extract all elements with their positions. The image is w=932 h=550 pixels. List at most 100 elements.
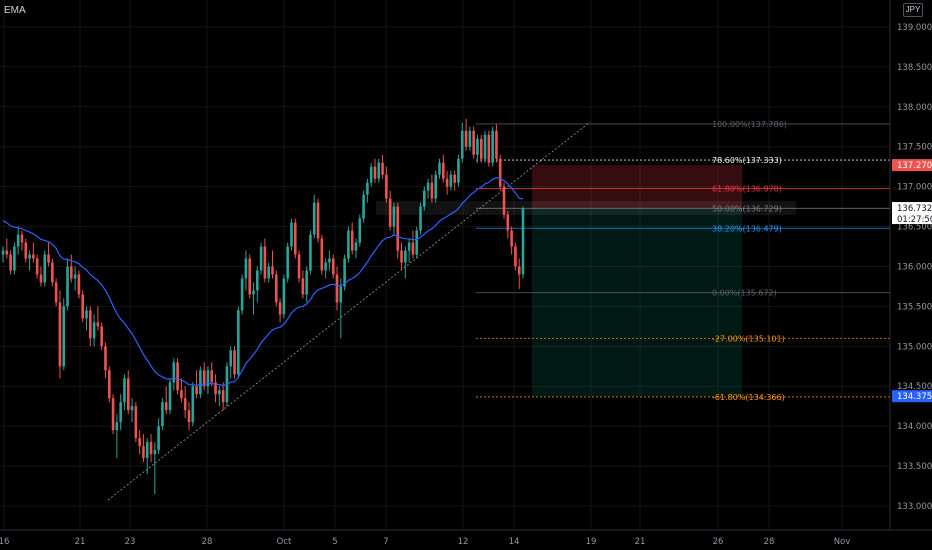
candle-body <box>328 258 331 263</box>
indicator-legend-label[interactable]: EMA <box>4 5 26 16</box>
candle-body <box>66 266 69 307</box>
fib-level-label: 38.20%(136.479) <box>712 224 782 233</box>
candle-body <box>176 362 179 391</box>
candle-body <box>274 274 278 303</box>
candle-body <box>47 254 50 263</box>
fibonacci-extension-tool[interactable]: 100.00%(137.786) 78.60%(137.333) 61.80%(13… <box>476 120 890 402</box>
price-tag-text: 136.732 <box>897 204 932 214</box>
candle-body <box>202 370 206 387</box>
price-tick-label: 133.000 <box>897 502 932 512</box>
candle-body <box>510 230 513 247</box>
candle-body <box>107 370 111 399</box>
candle-body <box>119 402 122 423</box>
price-tag <box>892 202 932 225</box>
short-position-tool[interactable] <box>376 165 796 397</box>
candle-body <box>441 162 445 179</box>
candle-body <box>195 386 198 395</box>
candle-body <box>138 438 141 447</box>
candle-body <box>126 378 130 411</box>
candle-body <box>309 234 312 271</box>
candle-body <box>77 274 81 295</box>
candle-body <box>468 130 472 147</box>
price-tick-label: 133.500 <box>897 462 932 472</box>
candle-body <box>472 130 475 155</box>
candle-body <box>514 246 517 267</box>
candle-body <box>100 326 103 347</box>
candle-body <box>339 286 343 303</box>
candle-body <box>453 174 456 183</box>
ema-line <box>2 177 524 387</box>
candle-body <box>214 382 217 395</box>
candle-body <box>252 290 255 295</box>
candle-body <box>476 138 479 155</box>
stop-loss-zone <box>532 165 742 209</box>
candle-body <box>449 174 453 187</box>
candle-body <box>358 218 362 243</box>
candle-body <box>153 450 157 455</box>
candle-body <box>331 258 335 275</box>
price-tag-text: 137.270 <box>897 161 932 171</box>
candle-body <box>149 442 153 455</box>
price-tick-label: 134.500 <box>897 382 932 392</box>
candle-body <box>35 258 39 275</box>
time-tick-label: 19 <box>586 537 597 547</box>
candle-body <box>423 190 426 207</box>
candle-body <box>362 194 365 219</box>
candle-body <box>396 206 400 251</box>
candle-body <box>111 398 115 431</box>
time-axis[interactable]: 16 21 23 28 Oct 5 7 12 14 19 21 26 28 Nov <box>0 529 932 550</box>
candle-body <box>419 206 422 231</box>
candle-body <box>85 310 88 319</box>
candle-body <box>369 166 373 183</box>
candle-body <box>58 302 62 367</box>
candle-body <box>130 406 134 411</box>
price-axis[interactable]: 139.000 138.500 138.000 137.500 137.000 136.5… <box>889 0 932 550</box>
candle-body <box>259 246 263 271</box>
candle-body <box>495 130 498 159</box>
candle-body <box>278 302 282 315</box>
candle-body <box>221 390 225 403</box>
candle-body <box>16 234 20 247</box>
candle-body <box>81 294 85 319</box>
time-axis-background <box>0 530 932 550</box>
candle-body <box>248 258 252 295</box>
candle-body <box>517 266 521 275</box>
candle-body <box>464 130 468 147</box>
candle-body <box>502 186 506 215</box>
candle-body <box>282 278 286 315</box>
candle-body <box>145 442 149 459</box>
time-tick-label: 23 <box>125 537 136 547</box>
candle-body <box>350 230 354 251</box>
fib-level-label: 0.00%(135.672) <box>712 289 777 298</box>
candle-body <box>191 386 195 423</box>
candle-body <box>161 402 164 427</box>
candle-body <box>233 350 236 375</box>
candle-body <box>142 446 145 459</box>
ema-path <box>2 177 524 387</box>
candle-body <box>256 270 259 291</box>
price-tick-label: 137.500 <box>897 143 932 153</box>
candle-body <box>5 250 9 255</box>
candle-body <box>39 274 43 283</box>
price-tick-label: 137.000 <box>897 183 932 193</box>
candle-body <box>168 382 172 411</box>
currency-button[interactable]: JPY <box>903 3 923 17</box>
candle-body <box>388 198 392 227</box>
candle-body <box>434 174 438 199</box>
candle-body <box>183 398 187 411</box>
candle-body <box>134 406 138 439</box>
price-tag-text: 134.375 <box>897 392 932 402</box>
time-tick-label: 26 <box>713 537 724 547</box>
price-tick-label: 135.500 <box>897 302 932 312</box>
price-tick-label: 139.000 <box>897 23 932 33</box>
candle-body <box>267 266 270 279</box>
candle-body <box>479 138 483 159</box>
candle-body <box>385 174 388 199</box>
candle-body <box>187 410 191 423</box>
price-tick-label: 135.000 <box>897 342 932 352</box>
candle-body <box>13 246 16 271</box>
candle-body <box>88 310 92 339</box>
trendline[interactable] <box>107 121 591 501</box>
candle-body <box>28 254 31 259</box>
